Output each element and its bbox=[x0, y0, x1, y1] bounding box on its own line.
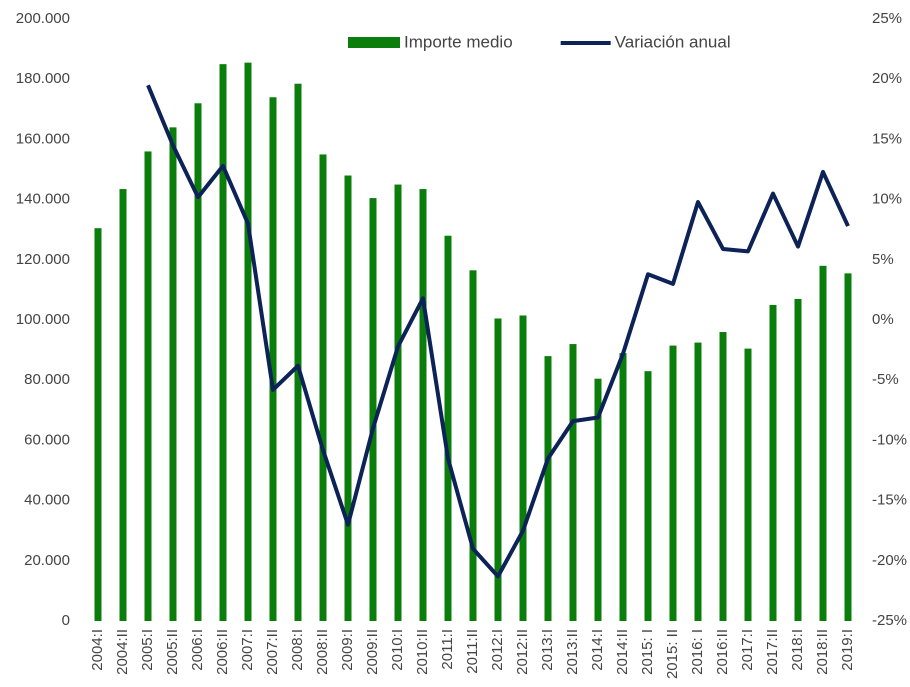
bar bbox=[544, 356, 552, 621]
bar bbox=[369, 198, 377, 621]
bar bbox=[394, 184, 402, 622]
x-tick-label: 2015: I bbox=[639, 629, 656, 675]
x-tick-label: 2014:I bbox=[589, 629, 606, 671]
bar bbox=[419, 189, 427, 621]
bar bbox=[294, 83, 302, 622]
x-tick-label: 2016: I bbox=[689, 629, 706, 675]
legend-swatch bbox=[348, 37, 400, 48]
bar bbox=[269, 97, 277, 621]
x-tick-label: 2014:II bbox=[614, 629, 631, 675]
bar bbox=[494, 318, 502, 621]
y2-tick-label: 15% bbox=[872, 130, 902, 147]
x-tick-label: 2009:I bbox=[339, 629, 356, 671]
bar bbox=[244, 62, 252, 621]
x-tick-label: 2006:I bbox=[189, 629, 206, 671]
x-tick-label: 2010:II bbox=[414, 629, 431, 675]
x-tick-label: 2018:II bbox=[814, 629, 831, 675]
y-tick-label: 60.000 bbox=[24, 431, 70, 448]
bar bbox=[744, 348, 752, 621]
line bbox=[146, 84, 850, 579]
x-tick-label: 2008:I bbox=[289, 629, 306, 671]
x-tick-label: 2016:II bbox=[714, 629, 731, 675]
bar bbox=[319, 154, 327, 621]
bar bbox=[644, 371, 652, 621]
x-tick-label: 2011:II bbox=[464, 629, 481, 674]
bar bbox=[794, 298, 802, 621]
bar bbox=[444, 235, 452, 621]
y-tick-label: 180.000 bbox=[16, 70, 70, 87]
x-tick-label: 2017:II bbox=[764, 629, 781, 675]
y2-tick-label: -20% bbox=[872, 552, 907, 569]
bar bbox=[519, 315, 527, 621]
y-tick-label: 200.000 bbox=[16, 10, 70, 27]
y-tick-label: 20.000 bbox=[24, 552, 70, 569]
x-tick-label: 2009:II bbox=[364, 629, 381, 675]
x-tick-label: 2017:I bbox=[739, 629, 756, 671]
bar bbox=[569, 344, 577, 621]
y-tick-label: 160.000 bbox=[16, 130, 70, 147]
bar bbox=[819, 265, 827, 621]
bar bbox=[669, 345, 677, 621]
x-tick-label: 2005:I bbox=[139, 629, 156, 671]
y-tick-label: 40.000 bbox=[24, 492, 70, 509]
y-tick-label: 140.000 bbox=[16, 191, 70, 208]
bar bbox=[344, 175, 352, 621]
bar bbox=[219, 64, 227, 621]
y2-tick-label: -15% bbox=[872, 492, 907, 509]
x-tick-label: 2012:I bbox=[489, 629, 506, 671]
y2-tick-label: -25% bbox=[872, 612, 907, 629]
y2-tick-label: 0% bbox=[872, 311, 894, 328]
y2-tick-label: 20% bbox=[872, 70, 902, 87]
y-tick-label: 80.000 bbox=[24, 371, 70, 388]
legend-label: Variación anual bbox=[615, 32, 731, 51]
y2-tick-label: 5% bbox=[872, 251, 894, 268]
x-tick-label: 2005:II bbox=[164, 629, 181, 675]
bar bbox=[694, 342, 702, 621]
x-tick-label: 2010:I bbox=[389, 629, 406, 671]
bar bbox=[769, 304, 777, 621]
x-tick-label: 2012:II bbox=[514, 629, 531, 675]
bar bbox=[619, 353, 627, 621]
x-tick-label: 2013:II bbox=[564, 629, 581, 675]
y-tick-label: 100.000 bbox=[16, 311, 70, 328]
bar bbox=[169, 127, 177, 622]
y-tick-label: 0 bbox=[62, 612, 70, 629]
bar bbox=[719, 332, 727, 621]
y2-tick-label: 25% bbox=[872, 10, 902, 27]
y2-tick-label: -10% bbox=[872, 431, 907, 448]
bar bbox=[844, 273, 852, 621]
bar bbox=[469, 270, 477, 621]
x-tick-label: 2013:I bbox=[539, 629, 556, 671]
legend-label: Importe medio bbox=[404, 32, 513, 51]
x-tick-label: 2007:II bbox=[264, 629, 281, 675]
bar bbox=[144, 151, 152, 621]
y2-tick-label: -5% bbox=[872, 371, 899, 388]
bar bbox=[594, 378, 602, 621]
x-tick-label: 2008:II bbox=[314, 629, 331, 675]
x-tick-label: 2006:II bbox=[214, 629, 231, 675]
x-tick-label: 2018:I bbox=[789, 629, 806, 671]
x-tick-label: 2015: II bbox=[664, 629, 681, 679]
x-tick-label: 2004:II bbox=[114, 629, 131, 675]
x-tick-label: 2007:I bbox=[239, 629, 256, 671]
bar bbox=[94, 228, 102, 621]
y-tick-label: 120.000 bbox=[16, 251, 70, 268]
x-tick-label: 2019:I bbox=[839, 629, 856, 671]
x-tick-label: 2011:I bbox=[439, 629, 456, 670]
x-tick-label: 2004:I bbox=[89, 629, 106, 671]
y2-tick-label: 10% bbox=[872, 191, 902, 208]
bar bbox=[119, 189, 127, 621]
bar bbox=[194, 103, 202, 621]
